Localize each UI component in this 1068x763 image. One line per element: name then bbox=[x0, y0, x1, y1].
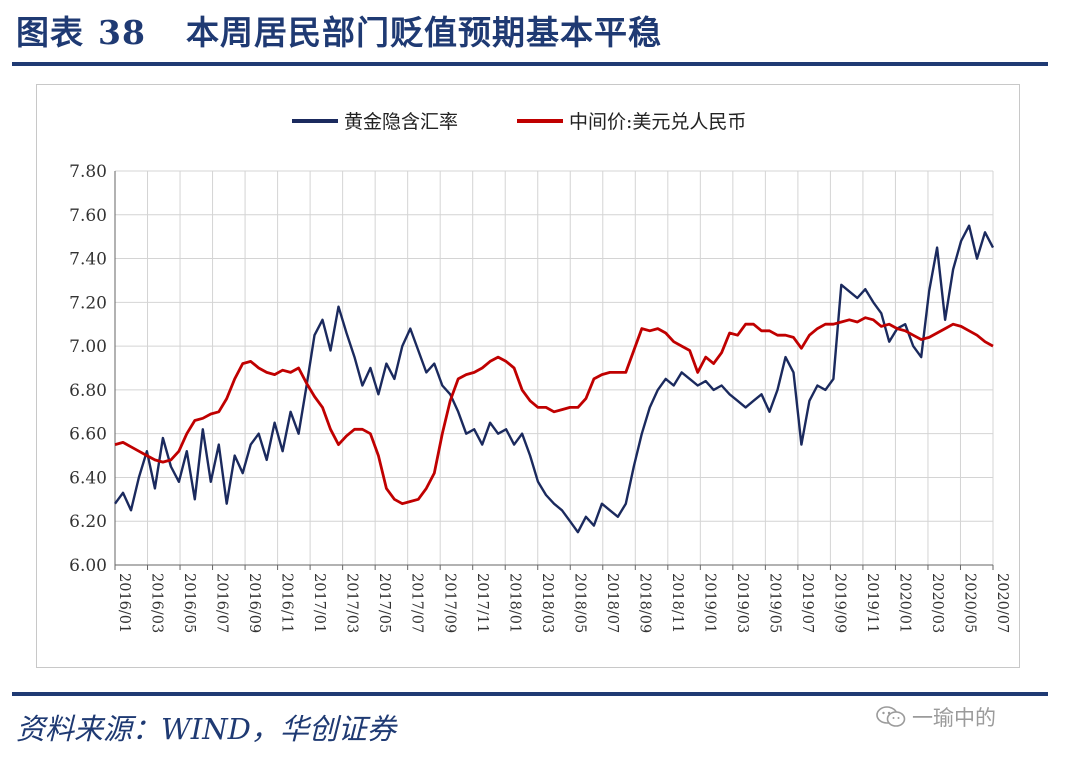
figure-title: 本周居民部门贬值预期基本平稳 bbox=[185, 13, 662, 52]
x-tick-label: 2016/09 bbox=[246, 573, 262, 633]
y-tick-label: 6.00 bbox=[69, 556, 107, 576]
y-tick-label: 6.40 bbox=[69, 468, 107, 488]
y-tick-label: 7.60 bbox=[69, 206, 107, 226]
x-tick-label: 2020/03 bbox=[929, 573, 945, 633]
y-tick-label: 6.80 bbox=[69, 381, 107, 401]
x-tick-label: 2018/09 bbox=[636, 573, 652, 633]
watermark-text: 一瑜中的 bbox=[912, 706, 996, 730]
y-tick-label: 7.80 bbox=[69, 162, 107, 182]
x-tick-label: 2019/07 bbox=[799, 573, 815, 633]
x-tick-label: 2017/09 bbox=[441, 573, 457, 633]
x-tick-label: 2018/11 bbox=[669, 573, 685, 633]
x-tick-label: 2016/07 bbox=[214, 573, 230, 633]
legend-label: 中间价:美元兑人民币 bbox=[569, 111, 746, 133]
y-tick-label: 7.40 bbox=[69, 250, 107, 270]
x-tick-label: 2017/05 bbox=[376, 573, 392, 633]
x-tick-label: 2017/11 bbox=[474, 573, 490, 633]
figure-label: 图表 bbox=[16, 13, 84, 52]
x-tick-label: 2018/01 bbox=[506, 573, 522, 633]
x-tick-label: 2019/01 bbox=[701, 573, 717, 633]
x-tick-label: 2019/03 bbox=[734, 573, 750, 633]
x-tick-label: 2020/05 bbox=[962, 573, 978, 633]
x-tick-label: 2019/05 bbox=[766, 573, 782, 633]
x-tick-label: 2018/07 bbox=[604, 573, 620, 633]
x-tick-label: 2017/07 bbox=[409, 573, 425, 633]
page-title: 图表 38 本周居民部门贬值预期基本平稳 bbox=[16, 6, 662, 54]
y-tick-label: 6.20 bbox=[69, 512, 107, 532]
x-tick-label: 2016/03 bbox=[149, 573, 165, 633]
series-line-usdcny-midpoint bbox=[114, 316, 994, 506]
y-tick-label: 7.20 bbox=[69, 293, 107, 313]
x-tick-label: 2019/09 bbox=[831, 573, 847, 633]
x-tick-label: 2019/11 bbox=[864, 573, 880, 633]
x-tick-label: 2016/05 bbox=[181, 573, 197, 633]
x-tick-label: 2018/03 bbox=[539, 573, 555, 633]
y-tick-label: 7.00 bbox=[69, 337, 107, 357]
series-line-gold-implied-rate bbox=[114, 224, 995, 534]
figure-number: 38 bbox=[98, 13, 146, 52]
watermark: 一瑜中的 bbox=[876, 702, 996, 732]
legend-label: 黄金隐含汇率 bbox=[344, 111, 458, 133]
x-tick-label: 2018/05 bbox=[571, 573, 587, 633]
y-tick-label: 6.60 bbox=[69, 425, 107, 445]
chart-frame: 7.80 7.60 7.40 7.20 7.00 6.80 6.60 6.40 6.20 6.00… bbox=[36, 84, 1020, 668]
x-tick-label: 2016/01 bbox=[116, 573, 132, 633]
source-note: 资料来源：WIND，华创证券 bbox=[16, 712, 396, 746]
wechat-icon bbox=[876, 706, 906, 727]
x-tick-label: 2017/03 bbox=[344, 573, 360, 633]
x-tick-label: 2016/11 bbox=[279, 573, 295, 633]
title-divider bbox=[12, 62, 1048, 66]
line-chart: 7.80 7.60 7.40 7.20 7.00 6.80 6.60 6.40 6.20 6.00… bbox=[69, 111, 1010, 633]
footer-divider bbox=[12, 692, 1048, 696]
x-tick-label: 2020/01 bbox=[897, 573, 913, 633]
x-tick-label: 2020/07 bbox=[994, 573, 1010, 633]
x-tick-label: 2017/01 bbox=[311, 573, 327, 633]
